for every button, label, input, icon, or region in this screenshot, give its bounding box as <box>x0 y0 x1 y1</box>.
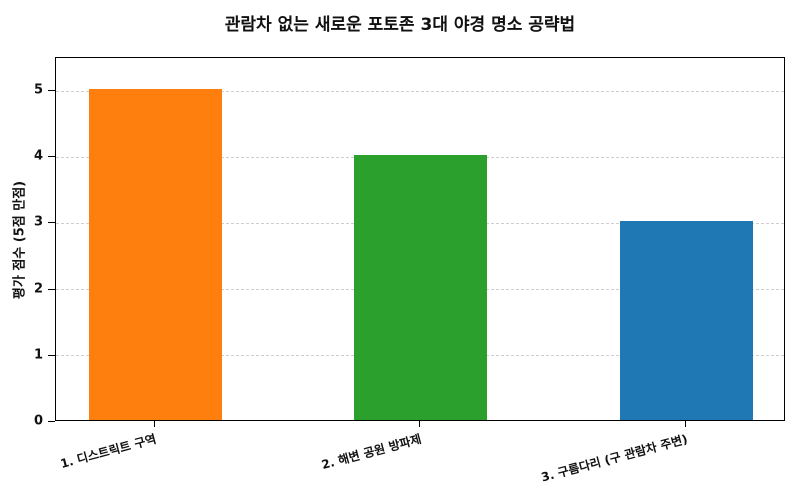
ytick-label-4: 4 <box>33 148 43 164</box>
ytick-0 <box>48 421 55 422</box>
ytick-label-5: 5 <box>33 82 43 98</box>
plot-area <box>55 57 785 421</box>
ytick-label-0: 0 <box>33 413 43 429</box>
xtick-label-1: 1. 디스트릭트 구역 <box>59 431 159 471</box>
ytick-label-1: 1 <box>33 347 43 363</box>
xtick-2 <box>419 421 420 427</box>
ytick-5 <box>48 90 55 91</box>
bar-cloud-bridge <box>620 221 753 420</box>
xtick-1 <box>154 421 155 427</box>
ytick-label-2: 2 <box>33 281 43 297</box>
xtick-3 <box>685 421 686 427</box>
ytick-1 <box>48 355 55 356</box>
chart-title: 관람차 없는 새로운 포토존 3대 야경 명소 공략법 <box>224 15 576 35</box>
bar-beach-park <box>354 155 487 420</box>
bar-district <box>89 89 222 420</box>
y-axis-label: 평가 점수 (5점 만점) <box>12 180 28 300</box>
gridline-5 <box>56 91 784 92</box>
ytick-2 <box>48 289 55 290</box>
ytick-4 <box>48 156 55 157</box>
ytick-3 <box>48 222 55 223</box>
xtick-label-3: 3. 구름다리 (구 관람차 주변) <box>539 431 690 485</box>
xtick-label-2: 2. 해변 공원 방파제 <box>320 431 424 473</box>
ytick-label-3: 3 <box>33 214 43 230</box>
